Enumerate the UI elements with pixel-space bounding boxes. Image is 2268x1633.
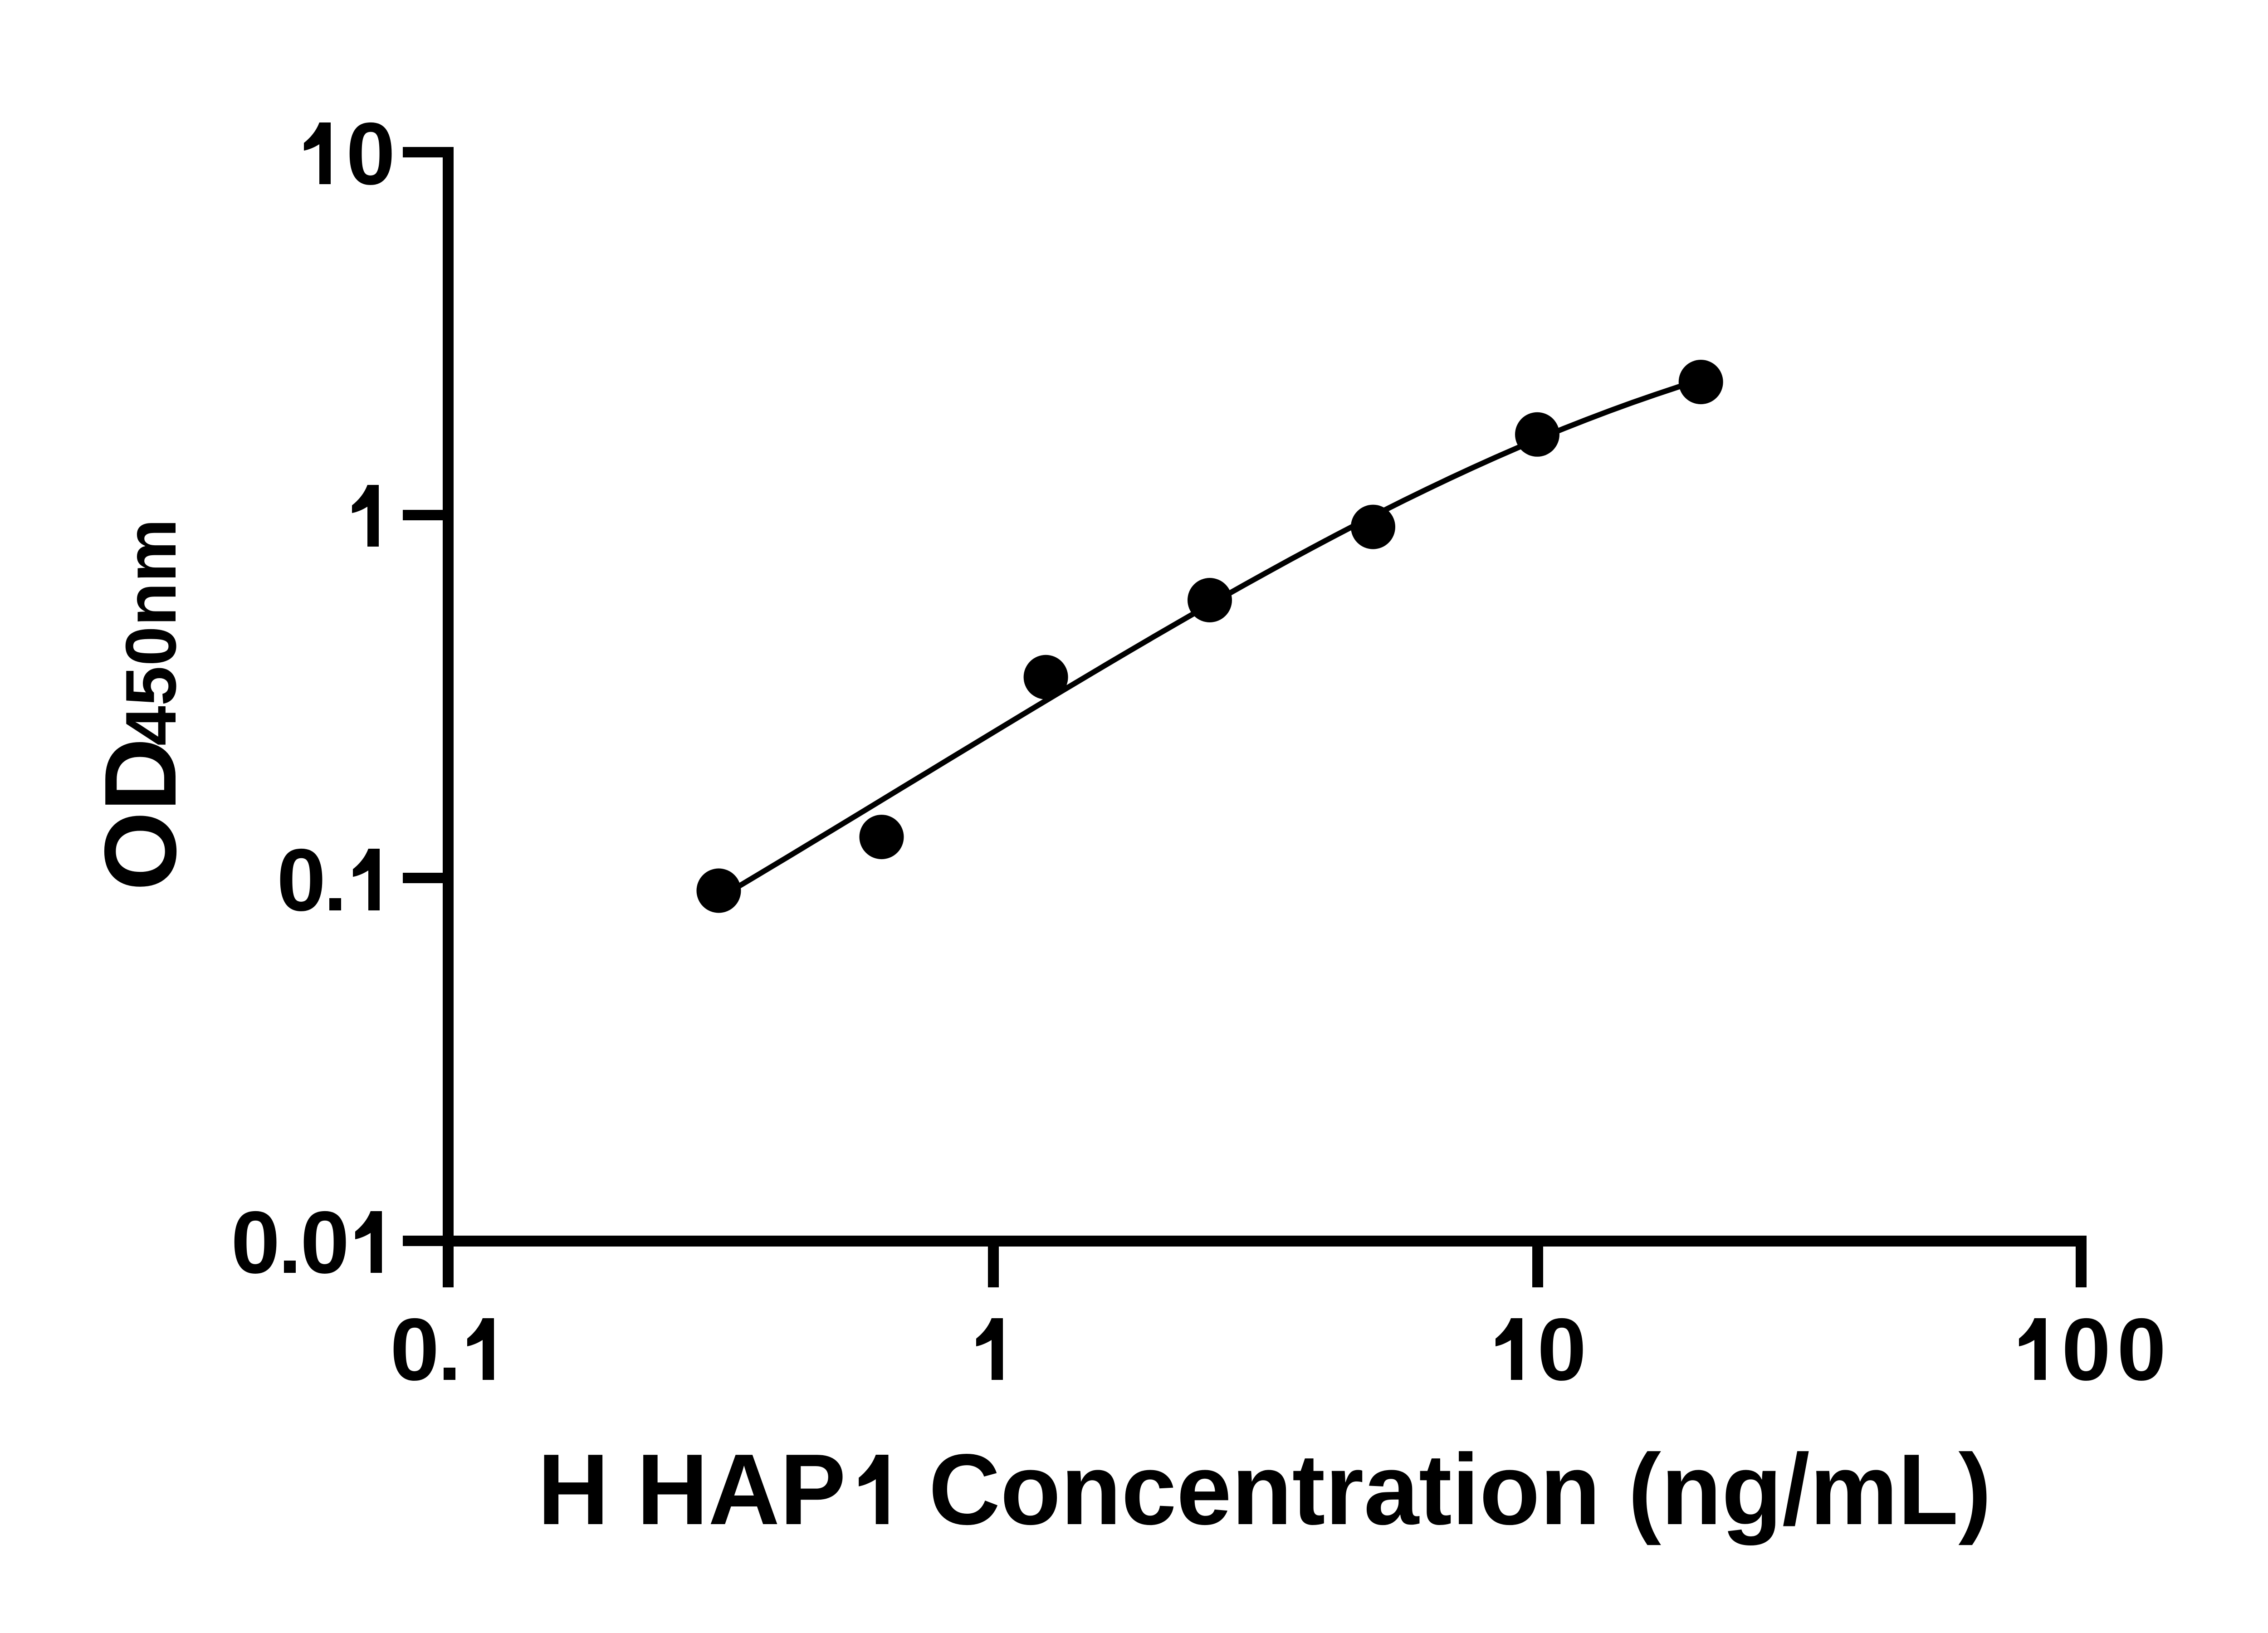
svg-text:OD: OD xyxy=(83,738,197,891)
svg-text:0: 0 xyxy=(390,1300,439,1399)
svg-text:0: 0 xyxy=(231,1193,280,1292)
svg-text:Concentration (ng/mL): Concentration (ng/mL) xyxy=(901,1433,1992,1545)
svg-text:0: 0 xyxy=(2117,1300,2166,1399)
svg-text:450nm: 450nm xyxy=(111,518,191,746)
svg-text:H HAP: H HAP xyxy=(538,1433,846,1545)
svg-text:0: 0 xyxy=(277,831,326,929)
svg-text:0: 0 xyxy=(346,104,395,203)
svg-text:0: 0 xyxy=(300,1193,349,1292)
svg-text:0: 0 xyxy=(1537,1300,1586,1399)
svg-text:0: 0 xyxy=(2062,1300,2111,1399)
